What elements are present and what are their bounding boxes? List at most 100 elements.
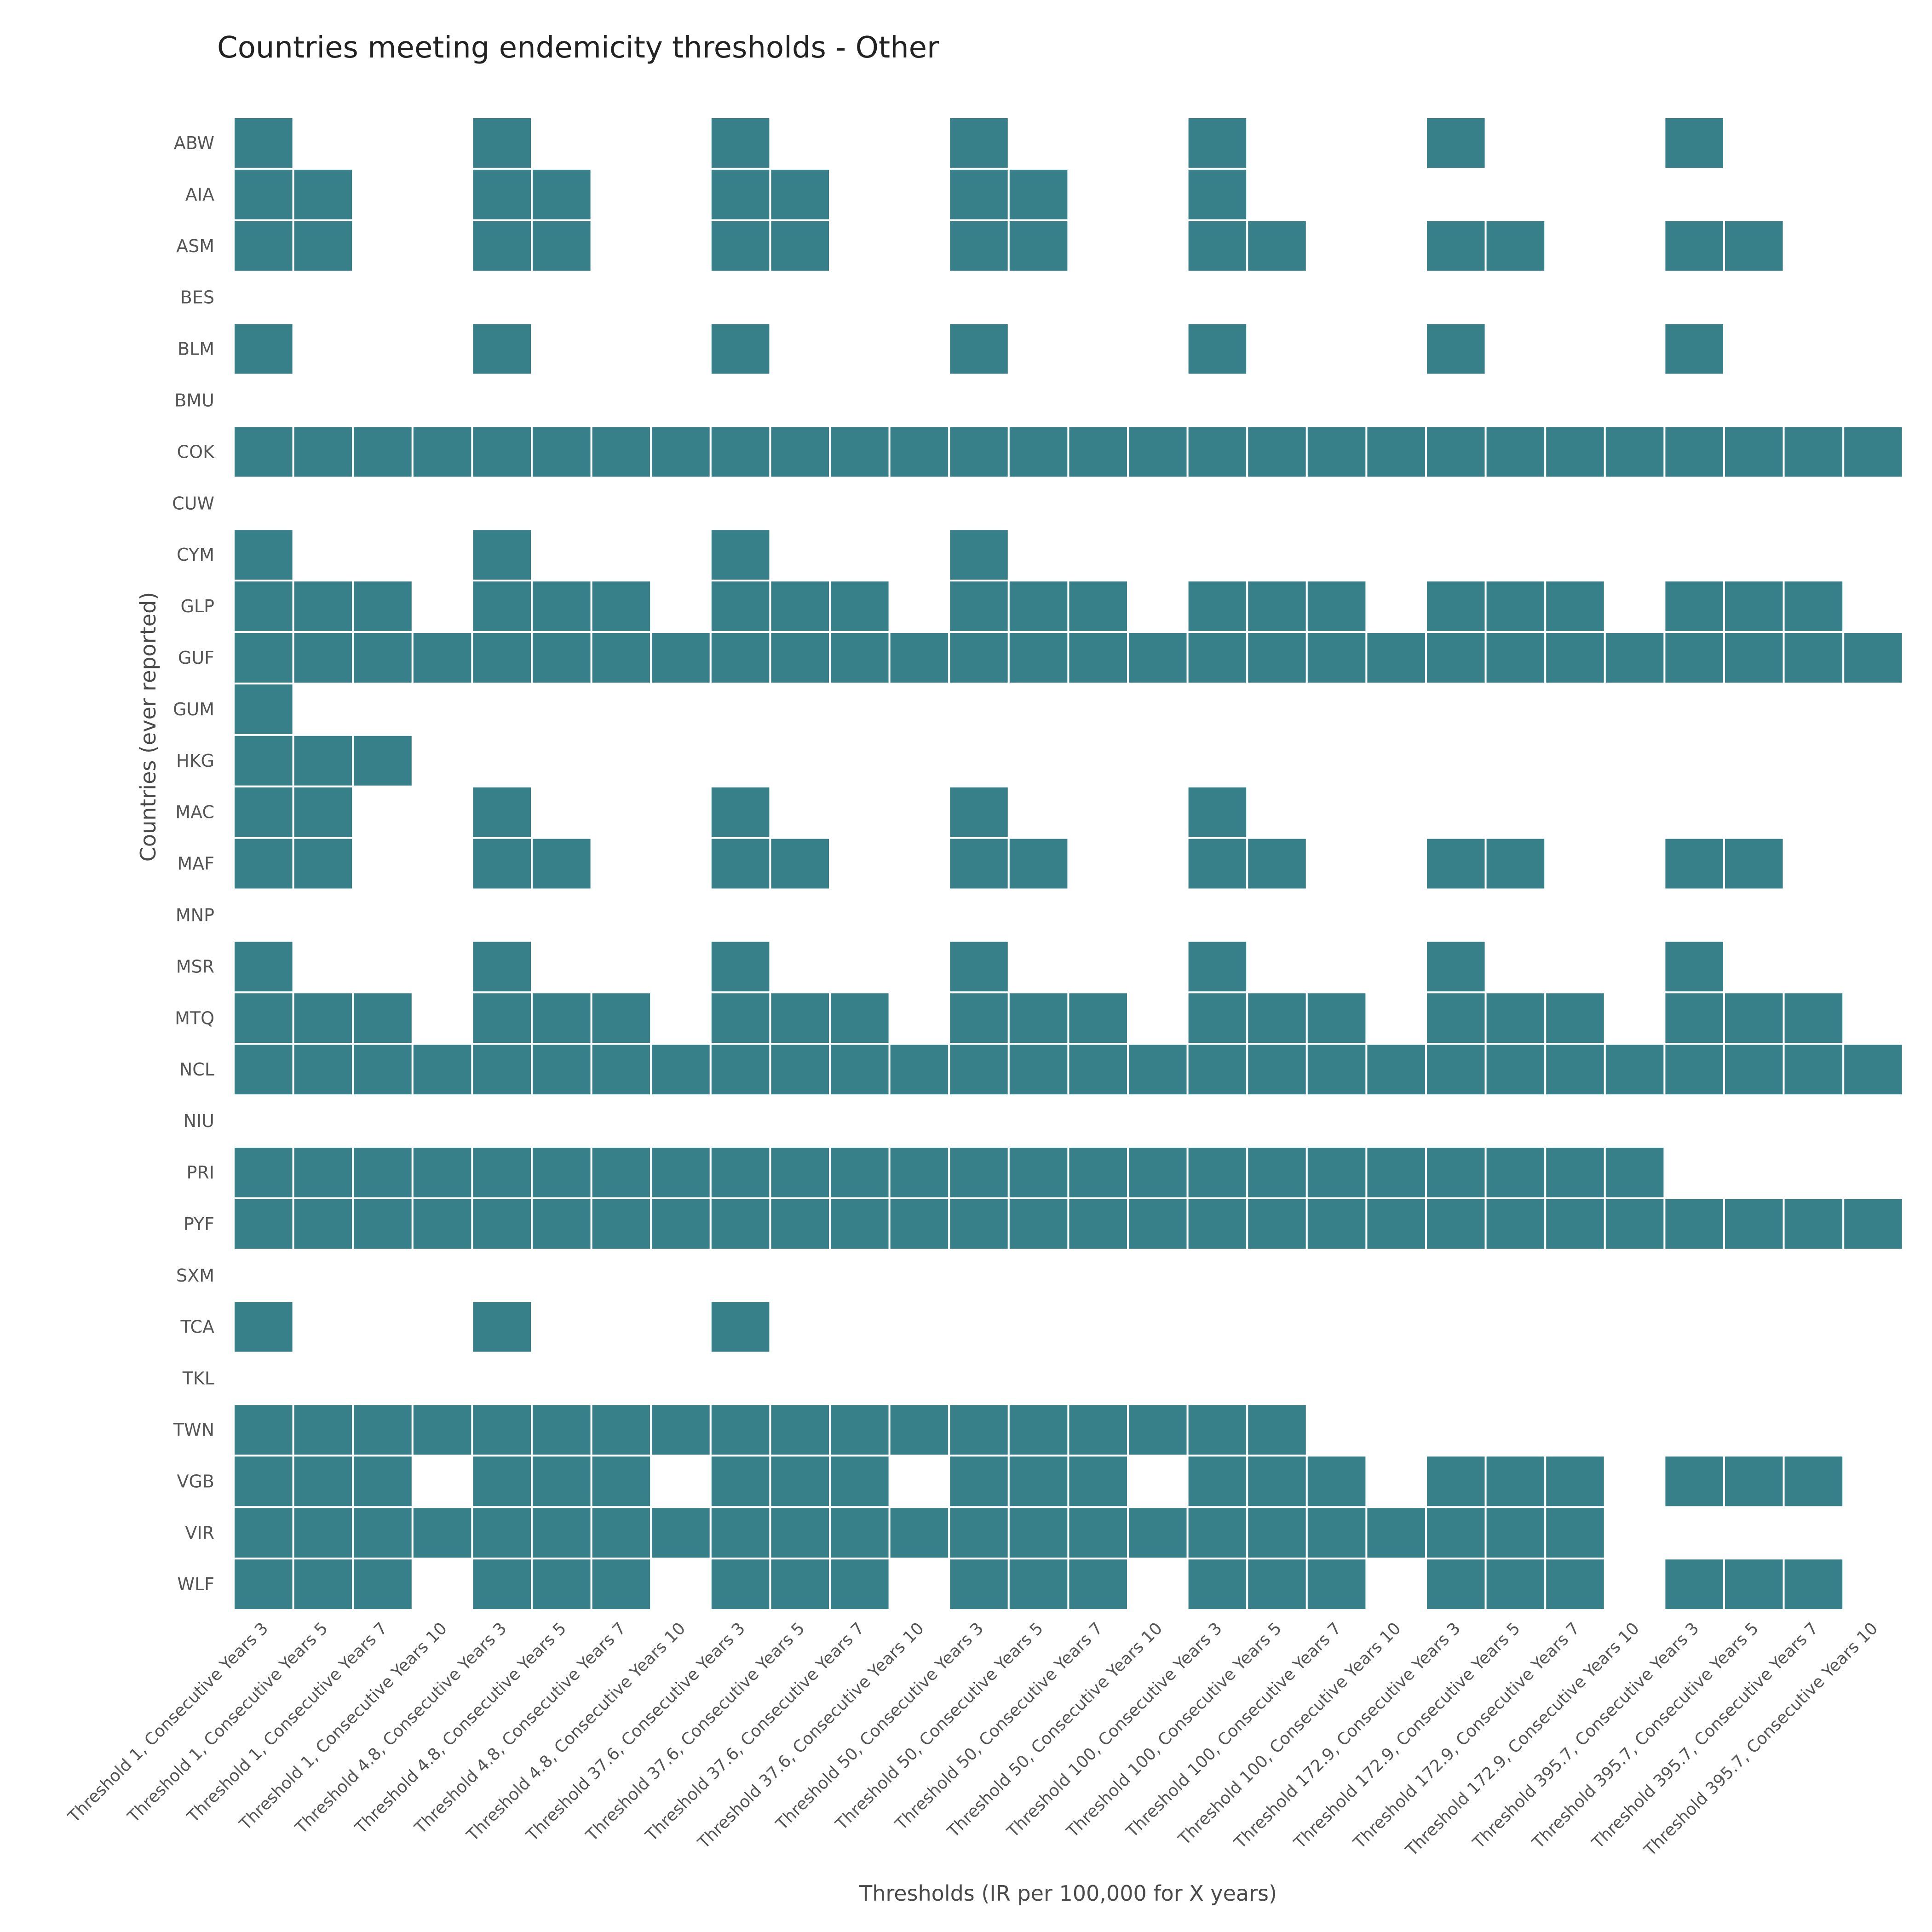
cell-pri-4 (471, 1146, 533, 1199)
cell-maf-0 (233, 837, 294, 891)
cell-pri-20 (1425, 1146, 1487, 1199)
cell-glp-4 (471, 580, 533, 633)
cell-wlf-9 (769, 1558, 831, 1611)
cell-blm-0 (233, 322, 294, 376)
cell-vgb-16 (1186, 1455, 1248, 1508)
cell-vir-9 (769, 1506, 831, 1560)
cell-ncl-3 (411, 1043, 473, 1097)
x-tick-11: Threshold 37.6, Consecutive Years 10 (694, 1619, 928, 1852)
cell-maf-8 (709, 837, 771, 891)
cell-vir-0 (233, 1506, 294, 1560)
cell-vgb-2 (352, 1455, 414, 1508)
cell-cok-8 (709, 425, 771, 479)
cell-gum-0 (233, 682, 294, 736)
cell-wlf-26 (1782, 1558, 1845, 1611)
cell-wlf-1 (292, 1558, 354, 1611)
cell-vgb-18 (1305, 1455, 1368, 1508)
cell-glp-14 (1067, 580, 1129, 633)
cell-guf-8 (709, 631, 771, 684)
cell-msr-4 (471, 940, 533, 994)
cell-twn-2 (352, 1403, 414, 1457)
cell-guf-24 (1663, 631, 1725, 684)
cell-asm-8 (709, 219, 771, 273)
cell-asm-1 (292, 219, 354, 273)
cell-vgb-9 (769, 1455, 831, 1508)
cell-cok-1 (292, 425, 354, 479)
cell-vir-11 (888, 1506, 950, 1560)
cell-mtq-4 (471, 991, 533, 1045)
cell-wlf-10 (829, 1558, 891, 1611)
cell-pyf-6 (590, 1197, 652, 1251)
cell-mac-8 (709, 785, 771, 839)
cell-cok-23 (1604, 425, 1666, 479)
cell-guf-26 (1782, 631, 1845, 684)
cell-twn-17 (1246, 1403, 1308, 1457)
x-axis-title: Thresholds (IR per 100,000 for X years) (859, 1881, 1277, 1906)
cell-glp-18 (1305, 580, 1368, 633)
cell-pyf-15 (1127, 1197, 1189, 1251)
cell-asm-24 (1663, 219, 1725, 273)
x-tick-21: Threshold 172.9, Consecutive Years 5 (1290, 1619, 1524, 1852)
cell-guf-2 (352, 631, 414, 684)
cell-twn-1 (292, 1403, 354, 1457)
cell-glp-25 (1723, 580, 1785, 633)
y-tick-pyf: PYF (184, 1214, 214, 1234)
cell-pri-23 (1604, 1146, 1666, 1199)
cell-cok-9 (769, 425, 831, 479)
y-tick-wlf: WLF (177, 1574, 214, 1594)
cell-tca-8 (709, 1300, 771, 1354)
cell-vgb-13 (1007, 1455, 1070, 1508)
x-tick-9: Threshold 37.6, Consecutive Years 5 (582, 1619, 809, 1845)
y-tick-tkl: TKL (182, 1368, 214, 1389)
cell-maf-5 (531, 837, 592, 891)
cell-twn-16 (1186, 1403, 1248, 1457)
cell-msr-16 (1186, 940, 1248, 994)
cell-mtq-1 (292, 991, 354, 1045)
cell-vir-16 (1186, 1506, 1248, 1560)
cell-mac-0 (233, 785, 294, 839)
cell-vgb-1 (292, 1455, 354, 1508)
cell-pri-16 (1186, 1146, 1248, 1199)
cell-cok-11 (888, 425, 950, 479)
cell-ncl-10 (829, 1043, 891, 1097)
cell-glp-12 (948, 580, 1010, 633)
cell-twn-15 (1127, 1403, 1189, 1457)
cell-cok-16 (1186, 425, 1248, 479)
cell-mac-12 (948, 785, 1010, 839)
cell-asm-9 (769, 219, 831, 273)
cell-pyf-26 (1782, 1197, 1845, 1251)
x-tick-8: Threshold 37.6, Consecutive Years 3 (523, 1619, 749, 1845)
cell-guf-16 (1186, 631, 1248, 684)
cell-pyf-5 (531, 1197, 592, 1251)
cell-ncl-8 (709, 1043, 771, 1097)
y-tick-cok: COK (177, 442, 215, 462)
cell-ncl-1 (292, 1043, 354, 1097)
cell-msr-20 (1425, 940, 1487, 994)
cell-pri-5 (531, 1146, 592, 1199)
x-tick-3: Threshold 1, Consecutive Years 10 (236, 1619, 451, 1834)
y-tick-abw: ABW (174, 133, 214, 153)
cell-ncl-6 (590, 1043, 652, 1097)
cell-vir-21 (1484, 1506, 1547, 1560)
x-tick-24: Threshold 395.7, Consecutive Years 3 (1469, 1619, 1702, 1852)
cell-aia-4 (471, 167, 533, 221)
cell-vir-3 (411, 1506, 473, 1560)
cell-aia-9 (769, 167, 831, 221)
y-tick-asm: ASM (176, 236, 214, 256)
cell-pri-13 (1007, 1146, 1070, 1199)
cell-maf-9 (769, 837, 831, 891)
x-tick-12: Threshold 50, Consecutive Years 3 (772, 1619, 988, 1834)
cell-wlf-4 (471, 1558, 533, 1611)
cell-ncl-23 (1604, 1043, 1666, 1097)
cell-guf-19 (1365, 631, 1427, 684)
cell-cok-12 (948, 425, 1010, 479)
cell-guf-4 (471, 631, 533, 684)
cell-guf-18 (1305, 631, 1368, 684)
y-tick-mtq: MTQ (175, 1008, 214, 1028)
cell-mtq-8 (709, 991, 771, 1045)
chart-title: Countries meeting endemicity thresholds … (217, 31, 939, 65)
cell-mtq-22 (1544, 991, 1606, 1045)
cell-vgb-0 (233, 1455, 294, 1508)
cell-cok-3 (411, 425, 473, 479)
